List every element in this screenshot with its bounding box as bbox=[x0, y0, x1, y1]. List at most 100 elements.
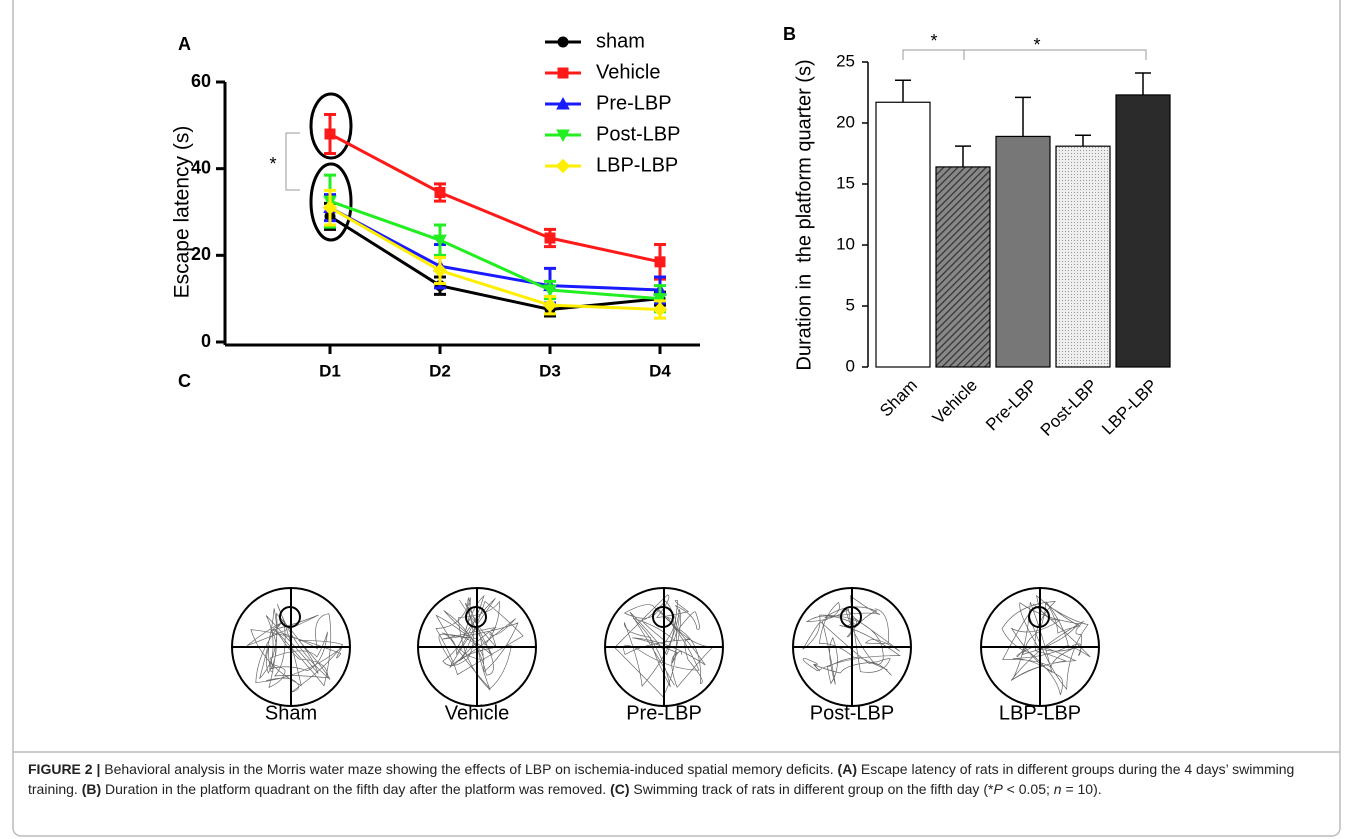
panel-label: C bbox=[178, 371, 191, 391]
platform bbox=[279, 606, 301, 628]
legend-marker bbox=[555, 158, 571, 174]
series-line bbox=[329, 206, 661, 292]
series-line bbox=[329, 206, 661, 311]
x-tick-label: D4 bbox=[649, 361, 671, 380]
marker bbox=[542, 297, 558, 313]
swim-track bbox=[1001, 594, 1091, 696]
significance-bracket bbox=[963, 49, 1147, 60]
caption: FIGURE 2 | Behavioral analysis in the Mo… bbox=[28, 759, 1328, 799]
panel-label: A bbox=[178, 34, 191, 54]
y-tick-label: 60 bbox=[191, 71, 211, 91]
marker bbox=[543, 284, 557, 298]
series-line bbox=[329, 215, 661, 312]
bar bbox=[1115, 94, 1171, 368]
caption-text: = 10). bbox=[1065, 781, 1102, 797]
group-ellipse bbox=[309, 162, 353, 242]
caption-label: (B) bbox=[81, 781, 102, 797]
swim-track bbox=[435, 594, 524, 691]
marker bbox=[654, 256, 666, 268]
y-tick-label: 20 bbox=[836, 112, 855, 131]
swim-track bbox=[614, 594, 714, 698]
x-tick-label: Sham bbox=[876, 376, 921, 421]
group-label: Sham bbox=[265, 702, 317, 724]
swim-track-panel bbox=[604, 587, 724, 707]
caption-label: (A) bbox=[837, 761, 857, 777]
x-tick-label: D2 bbox=[429, 361, 451, 380]
swim-track-panel bbox=[417, 587, 537, 707]
platform bbox=[1028, 606, 1050, 628]
series-line bbox=[329, 132, 661, 264]
bar bbox=[1055, 145, 1111, 368]
caption-text: Swimming track of rats in different grou… bbox=[633, 781, 994, 797]
y-tick-label: 20 bbox=[191, 244, 211, 264]
caption-text: Behavioral analysis in the Morris water … bbox=[104, 761, 834, 777]
caption-label: FIGURE 2 | bbox=[28, 761, 101, 777]
error-bar bbox=[1075, 134, 1091, 147]
platform bbox=[840, 606, 862, 628]
legend-label: sham bbox=[596, 30, 645, 52]
group-label: Pre-LBP bbox=[626, 702, 702, 724]
x-tick-label: Post-LBP bbox=[1037, 376, 1101, 440]
error-bar bbox=[1135, 72, 1151, 95]
significance-star: * bbox=[1033, 35, 1040, 55]
legend-label: Post-LBP bbox=[596, 123, 680, 145]
group-label: Vehicle bbox=[445, 702, 510, 724]
panel-label: B bbox=[783, 24, 796, 44]
marker bbox=[433, 234, 447, 248]
legend-label: Pre-LBP bbox=[596, 92, 672, 114]
legend-marker bbox=[557, 36, 569, 48]
marker bbox=[432, 263, 448, 278]
caption-text: < 0.05; bbox=[1006, 781, 1050, 797]
swim-track bbox=[802, 594, 901, 685]
platform bbox=[465, 606, 487, 628]
swim-track bbox=[246, 604, 344, 693]
y-tick-label: 0 bbox=[201, 331, 211, 351]
frame bbox=[12, 0, 1341, 837]
x-tick-label: D3 bbox=[539, 361, 561, 380]
caption-text: Duration in the platform quadrant on the… bbox=[105, 781, 607, 797]
marker bbox=[652, 302, 668, 317]
y-tick-label: 40 bbox=[191, 157, 211, 177]
x-tick-label: LBP-LBP bbox=[1098, 376, 1161, 439]
bar bbox=[995, 135, 1051, 368]
marker bbox=[653, 293, 667, 306]
x-tick-label: Vehicle bbox=[929, 376, 981, 428]
significance-bracket bbox=[902, 49, 965, 60]
legend-label: Vehicle bbox=[596, 61, 661, 83]
y-tick-label: 10 bbox=[836, 234, 855, 253]
platform bbox=[652, 606, 674, 628]
y-tick-label: 15 bbox=[836, 173, 855, 192]
error-bar bbox=[955, 145, 971, 167]
caption-text: P bbox=[993, 781, 1003, 797]
caption-text: n bbox=[1053, 781, 1062, 797]
group-label: Post-LBP bbox=[810, 702, 894, 724]
legend-marker bbox=[556, 129, 570, 143]
swim-track-panel bbox=[980, 587, 1100, 707]
legend-marker bbox=[556, 96, 570, 110]
bar bbox=[875, 101, 931, 368]
x-tick-label: Pre-LBP bbox=[982, 376, 1041, 435]
legend-label: LBP-LBP bbox=[596, 154, 678, 176]
y-tick-label: 0 bbox=[846, 356, 855, 375]
marker bbox=[434, 187, 446, 198]
y-tick-label: 5 bbox=[846, 295, 855, 314]
y-axis-label: Duration in the platform quarter (s) bbox=[793, 59, 815, 370]
group-label: LBP-LBP bbox=[999, 702, 1081, 724]
caption-text: Escape latency of rats in different grou… bbox=[28, 761, 1295, 797]
x-tick-label: D1 bbox=[319, 361, 341, 380]
marker bbox=[322, 200, 338, 215]
swim-track-panel bbox=[792, 587, 912, 707]
error-bar bbox=[1015, 96, 1031, 137]
marker bbox=[324, 128, 336, 140]
swim-track-panel bbox=[231, 587, 351, 707]
marker bbox=[544, 232, 556, 244]
y-axis-label: Escape latency (s) bbox=[171, 126, 194, 299]
significance-bracket bbox=[285, 132, 300, 191]
legend-marker bbox=[557, 67, 569, 79]
caption-label: (C) bbox=[610, 781, 630, 797]
bar bbox=[935, 166, 991, 368]
error-bar bbox=[895, 79, 911, 103]
significance-star: * bbox=[269, 154, 276, 174]
